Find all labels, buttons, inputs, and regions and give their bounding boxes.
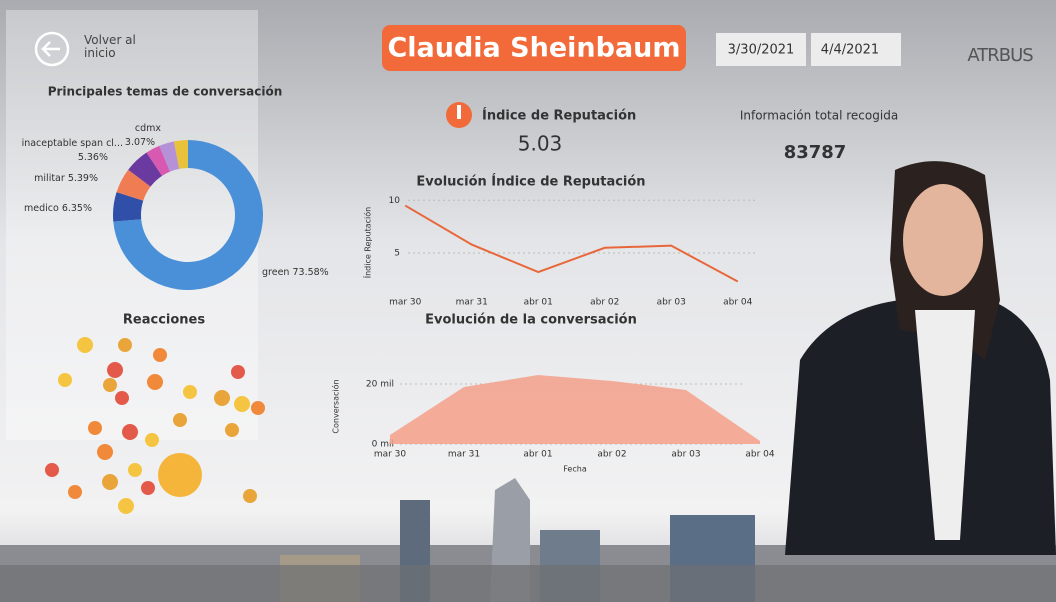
- date-to[interactable]: 4/4/2021: [821, 43, 879, 58]
- data-label-category: medico: [24, 203, 59, 214]
- emoji: [115, 391, 129, 405]
- emoji: [97, 444, 113, 460]
- data-label-value: 5.39%: [68, 173, 98, 184]
- data-label-value: 6.35%: [62, 203, 92, 214]
- x-tick-label: abr 04: [723, 298, 753, 308]
- emoji: [153, 348, 167, 362]
- x-tick-label: abr 03: [671, 450, 700, 460]
- y-axis-label: Conversación: [331, 379, 341, 433]
- page-title: Claudia Sheinbaum: [387, 33, 680, 64]
- x-tick-label: abr 02: [590, 298, 619, 308]
- data-label-value: 73.58%: [292, 267, 328, 278]
- y-tick-label: 5: [394, 249, 400, 259]
- emoji: [158, 453, 202, 497]
- emoji: [234, 396, 250, 412]
- x-tick-label: mar 31: [456, 298, 488, 308]
- data-label: inaceptable span cl...: [22, 138, 123, 149]
- emoji: [58, 373, 72, 387]
- emoji: [102, 474, 118, 490]
- data-label-value: 5.36%: [78, 152, 108, 163]
- emoji: [77, 337, 93, 353]
- data-label: cdmx: [135, 123, 162, 134]
- emoji: [141, 481, 155, 495]
- date-from[interactable]: 3/30/2021: [728, 43, 795, 58]
- emoji: [243, 489, 257, 503]
- data-label-category: militar: [34, 173, 65, 184]
- emoji: [147, 374, 163, 390]
- x-tick-label: abr 04: [745, 450, 775, 460]
- y-tick-label: 20 mil: [366, 380, 394, 390]
- emoji: [103, 378, 117, 392]
- chart-title: Evolución de la conversación: [425, 313, 637, 328]
- emoji: [128, 463, 142, 477]
- emoji: [145, 433, 159, 447]
- emoji: [45, 463, 59, 477]
- emoji: [107, 362, 123, 378]
- data-label: militar 5.39%: [34, 173, 98, 184]
- emoji: [88, 421, 102, 435]
- emoji: [183, 385, 197, 399]
- emoji: [118, 338, 132, 352]
- emoji: [214, 390, 230, 406]
- data-label-category: cdmx: [135, 123, 162, 134]
- emoji: [225, 423, 239, 437]
- x-tick-label: abr 02: [597, 450, 626, 460]
- y-axis-label: Índice Reputación: [362, 207, 373, 279]
- kpi-value: 83787: [784, 142, 847, 163]
- kpi-label: Índice de Reputación: [482, 108, 636, 124]
- emoji: [122, 424, 138, 440]
- data-label: medico 6.35%: [24, 203, 92, 214]
- data-label: 5.36%: [78, 152, 108, 163]
- dashboard: Volver al inicio Claudia Sheinbaum 3/30/…: [0, 0, 1056, 602]
- chart-title: Principales temas de conversación: [48, 85, 283, 99]
- data-label: 3.07%: [125, 137, 155, 148]
- x-tick-label: mar 31: [448, 450, 480, 460]
- emoji: [68, 485, 82, 499]
- x-tick-label: abr 01: [524, 298, 553, 308]
- chart-title: Evolución Índice de Reputación: [416, 174, 645, 190]
- emoji: [173, 413, 187, 427]
- x-tick-label: mar 30: [389, 298, 422, 308]
- data-label-category: green: [262, 267, 289, 278]
- x-tick-label: abr 03: [657, 298, 686, 308]
- data-label-category: inaceptable span cl...: [22, 138, 123, 149]
- emoji: [231, 365, 245, 379]
- y-tick-label: 10: [389, 196, 401, 206]
- kpi-label: Información total recogida: [740, 109, 898, 123]
- logo: ATRBUS: [967, 45, 1033, 66]
- x-tick-label: mar 30: [374, 450, 407, 460]
- emoji: [118, 498, 134, 514]
- kpi-value: 5.03: [518, 132, 563, 156]
- thermometer-stem: [457, 105, 461, 119]
- x-tick-label: abr 01: [523, 450, 552, 460]
- back-label[interactable]: Volver al inicio: [84, 34, 154, 60]
- emoji: [251, 401, 265, 415]
- data-label-value: 3.07%: [125, 137, 155, 148]
- x-axis-label: Fecha: [563, 465, 587, 474]
- reactions-title: Reacciones: [123, 313, 205, 328]
- data-label: green 73.58%: [262, 267, 329, 278]
